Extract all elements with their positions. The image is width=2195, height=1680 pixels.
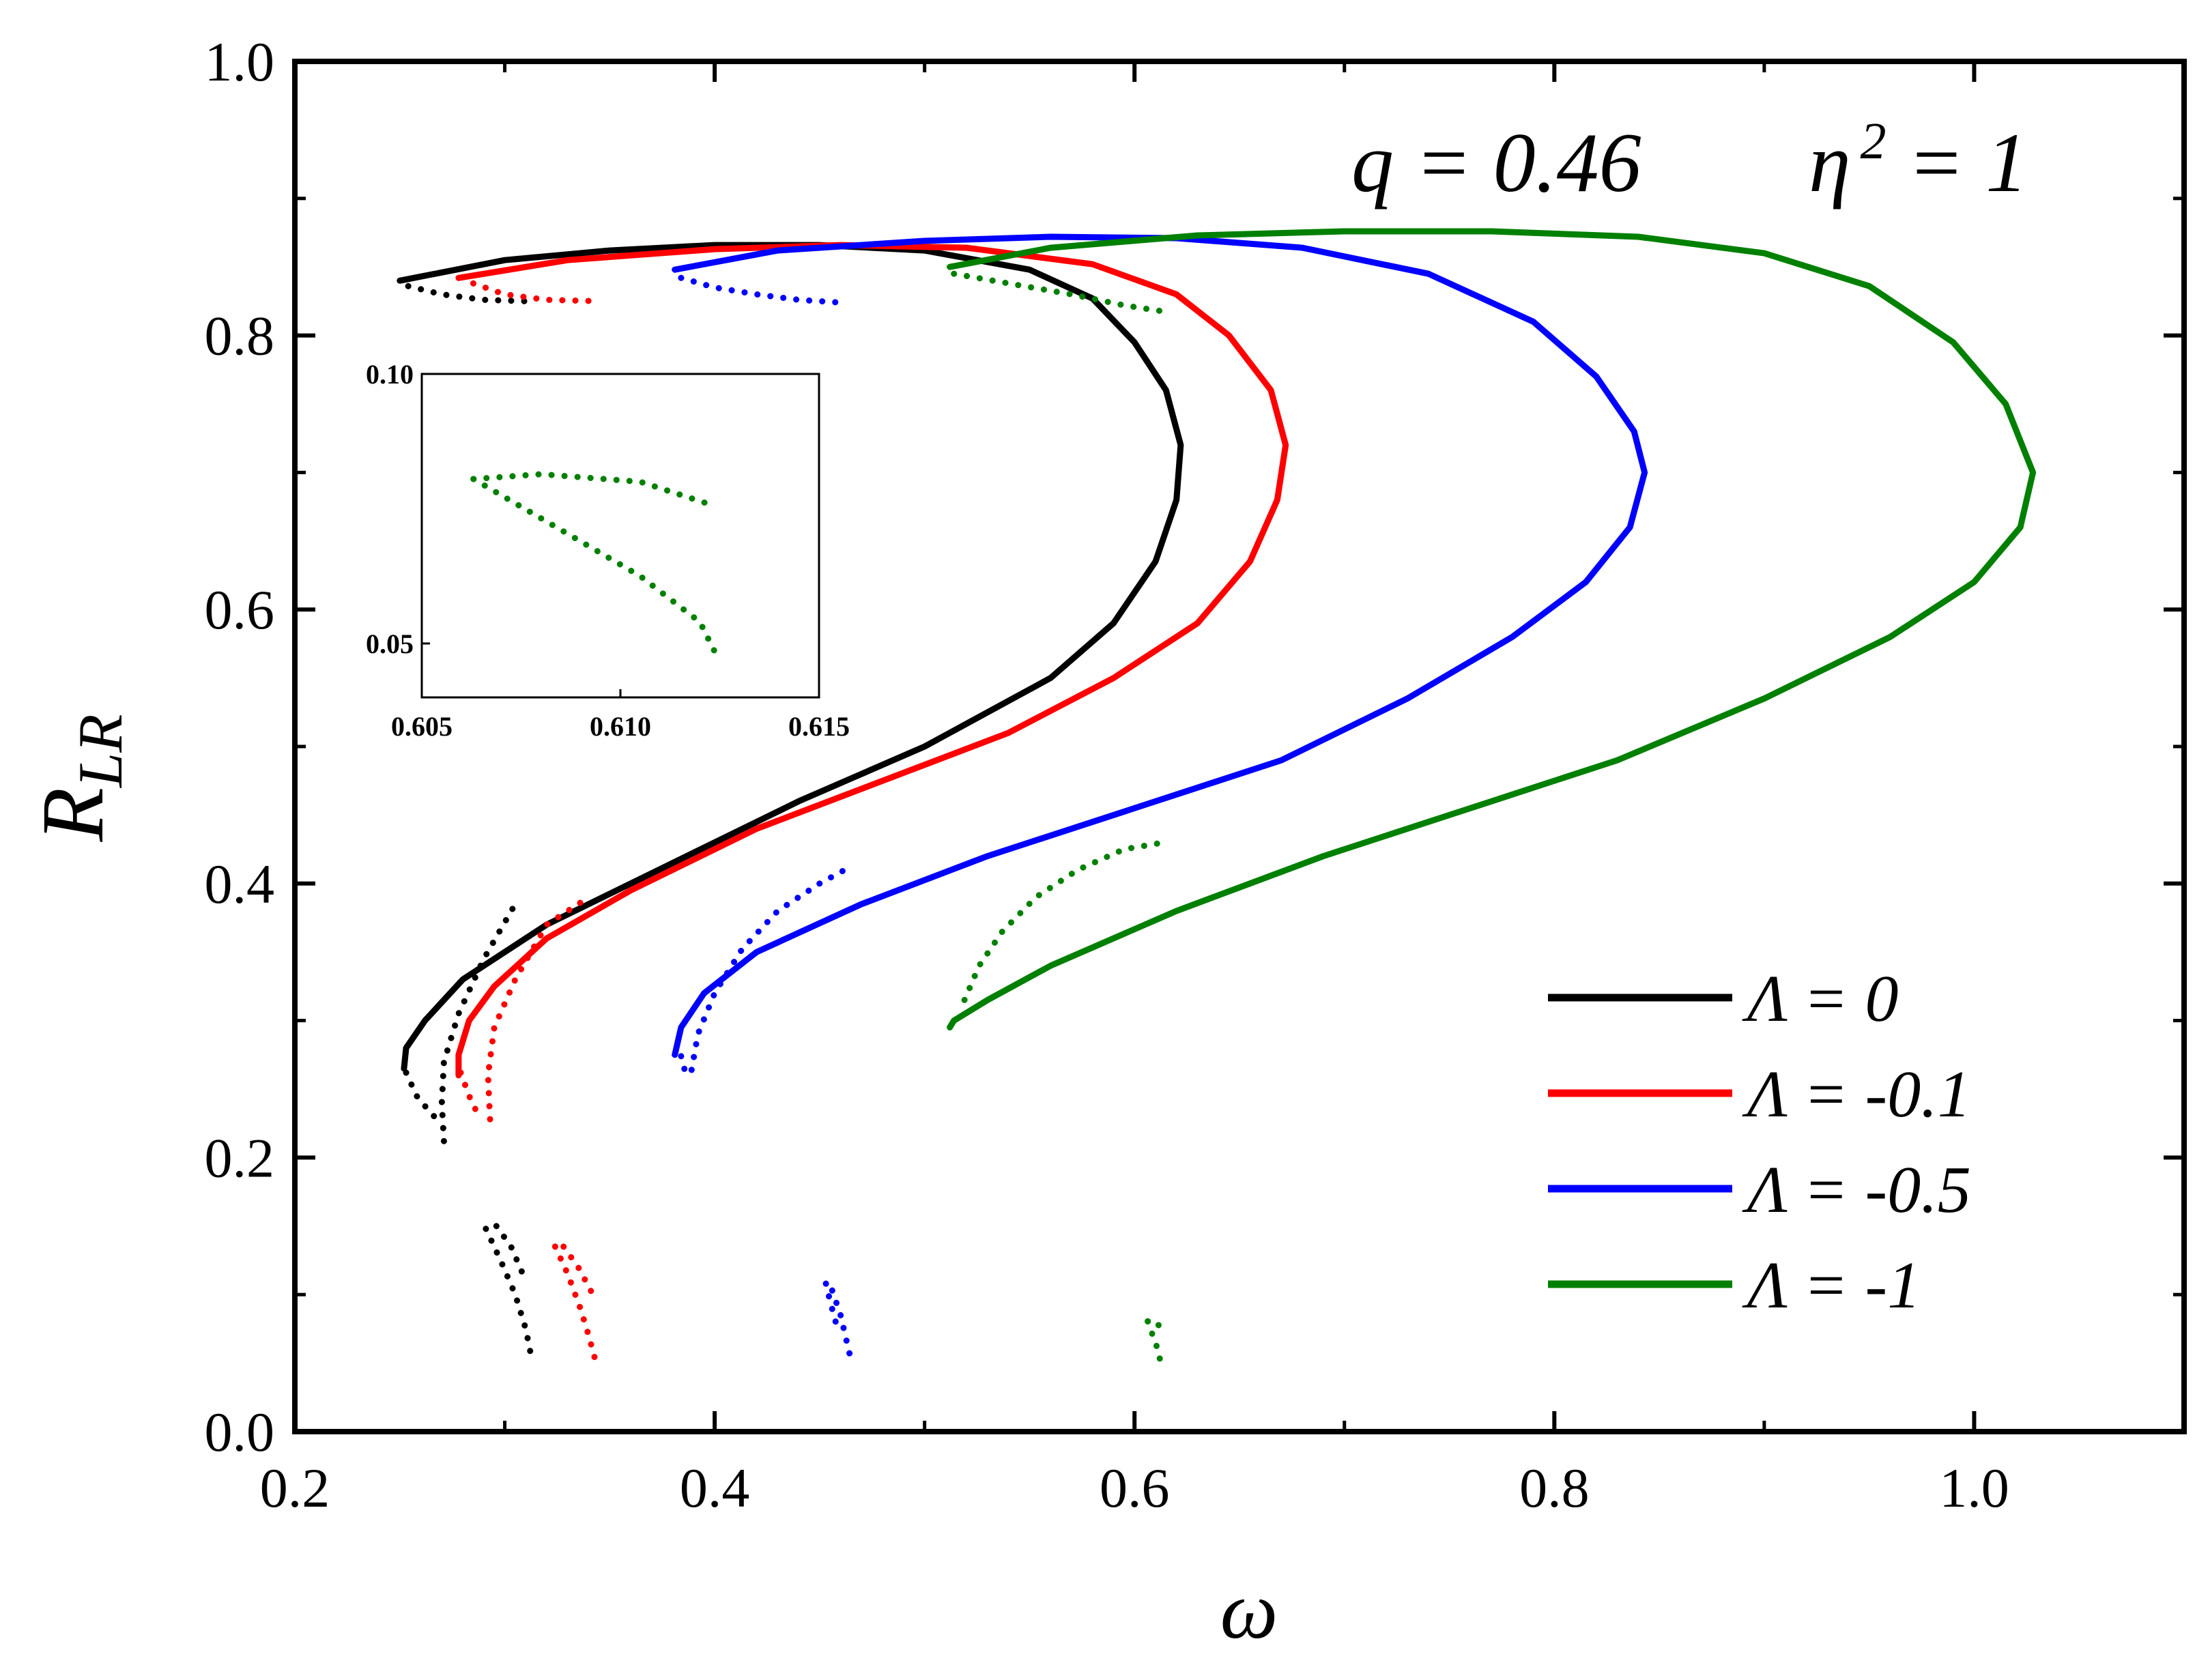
x-tick-label: 0.4 — [680, 1457, 750, 1519]
series-dotted-branch — [457, 1069, 481, 1117]
series-dotted-branch — [493, 1223, 529, 1284]
x-tick-label: 0.6 — [1100, 1457, 1170, 1519]
x-tick-label: 0.2 — [260, 1457, 330, 1519]
inset-plot: 0.605 0.610 0.615 0.05 0.10 — [366, 359, 850, 742]
inset-frame — [420, 373, 820, 699]
x-axis-title: ω — [1220, 1565, 1278, 1655]
y-axis-title-main: R — [24, 787, 122, 842]
legend-label: Λ = -0.1 — [1742, 1058, 1971, 1131]
series-dotted-branch — [470, 280, 603, 304]
inset-dotted-branch — [470, 476, 719, 657]
svg-text:RLR: RLR — [24, 714, 135, 843]
inset-x-tick-label: 0.605 — [391, 711, 453, 742]
y-tick-label: 0.6 — [205, 579, 275, 641]
series-dotted-branch — [560, 1243, 597, 1298]
legend: Λ = 0 Λ = -0.1 Λ = -0.5 Λ = -1 — [1548, 962, 1971, 1322]
series-dotted-branch — [829, 1287, 855, 1364]
series-dotted-branch — [961, 839, 1167, 1003]
main-axis-ticks: 0.2 0.4 0.6 0.8 1.00.00.20.40.60.81.0 — [205, 31, 2184, 1519]
q-annotation: q = 0.46 — [1351, 116, 1641, 209]
inset-y-tick-label: 0.10 — [366, 359, 414, 390]
inset-y-tick-label: 0.05 — [366, 628, 414, 659]
inset-dotted-branch — [470, 471, 715, 508]
eta-exponent: 2 — [1861, 113, 1886, 170]
main-plot-area: 0.2 0.4 0.6 0.8 1.00.00.20.40.60.81.0 — [205, 31, 2187, 1519]
series-1 — [455, 242, 1289, 1363]
y-tick-label: 0.0 — [205, 1401, 275, 1463]
y-tick-label: 1.0 — [205, 31, 275, 93]
y-axis-title: RLR — [24, 714, 135, 843]
series-dotted-branch — [483, 1226, 535, 1364]
legend-label: Λ = -0.5 — [1742, 1153, 1971, 1227]
series-dotted-branch — [485, 894, 592, 1123]
legend-label: Λ = 0 — [1742, 962, 1899, 1036]
series-dotted-branch — [403, 1069, 445, 1127]
y-tick-label: 0.4 — [205, 853, 275, 915]
series-dotted-branch — [688, 867, 848, 1073]
series-dotted-branch — [438, 901, 519, 1144]
inset-x-tick-label: 0.615 — [788, 711, 850, 742]
legend-label: Λ = -1 — [1742, 1249, 1921, 1322]
series-dotted-branch — [951, 270, 1163, 314]
series-dotted-branch — [678, 274, 844, 306]
legend-item: Λ = -1 — [1548, 1249, 1921, 1322]
y-tick-label: 0.8 — [205, 305, 275, 367]
legend-item: Λ = -0.5 — [1548, 1153, 1971, 1227]
inset-x-tick-label: 0.610 — [590, 711, 651, 742]
series-dotted-branch — [1145, 1318, 1164, 1369]
eta-symbol: η — [1809, 116, 1851, 209]
y-tick-label: 0.2 — [205, 1127, 275, 1189]
y-axis-title-sub: LR — [66, 714, 135, 789]
x-tick-label: 1.0 — [1939, 1457, 2009, 1519]
eta-value: = 1 — [1886, 116, 2028, 209]
series-solid-line — [455, 242, 1289, 1079]
x-tick-label: 0.8 — [1519, 1457, 1590, 1519]
legend-item: Λ = 0 — [1548, 962, 1899, 1036]
plot-frame — [292, 59, 2187, 1434]
series-solid-line — [947, 228, 2037, 1031]
series-3 — [947, 228, 2037, 1369]
series-dotted-branch — [551, 1243, 599, 1363]
legend-item: Λ = -0.1 — [1548, 1058, 1971, 1131]
series-dotted-branch — [678, 1053, 689, 1076]
